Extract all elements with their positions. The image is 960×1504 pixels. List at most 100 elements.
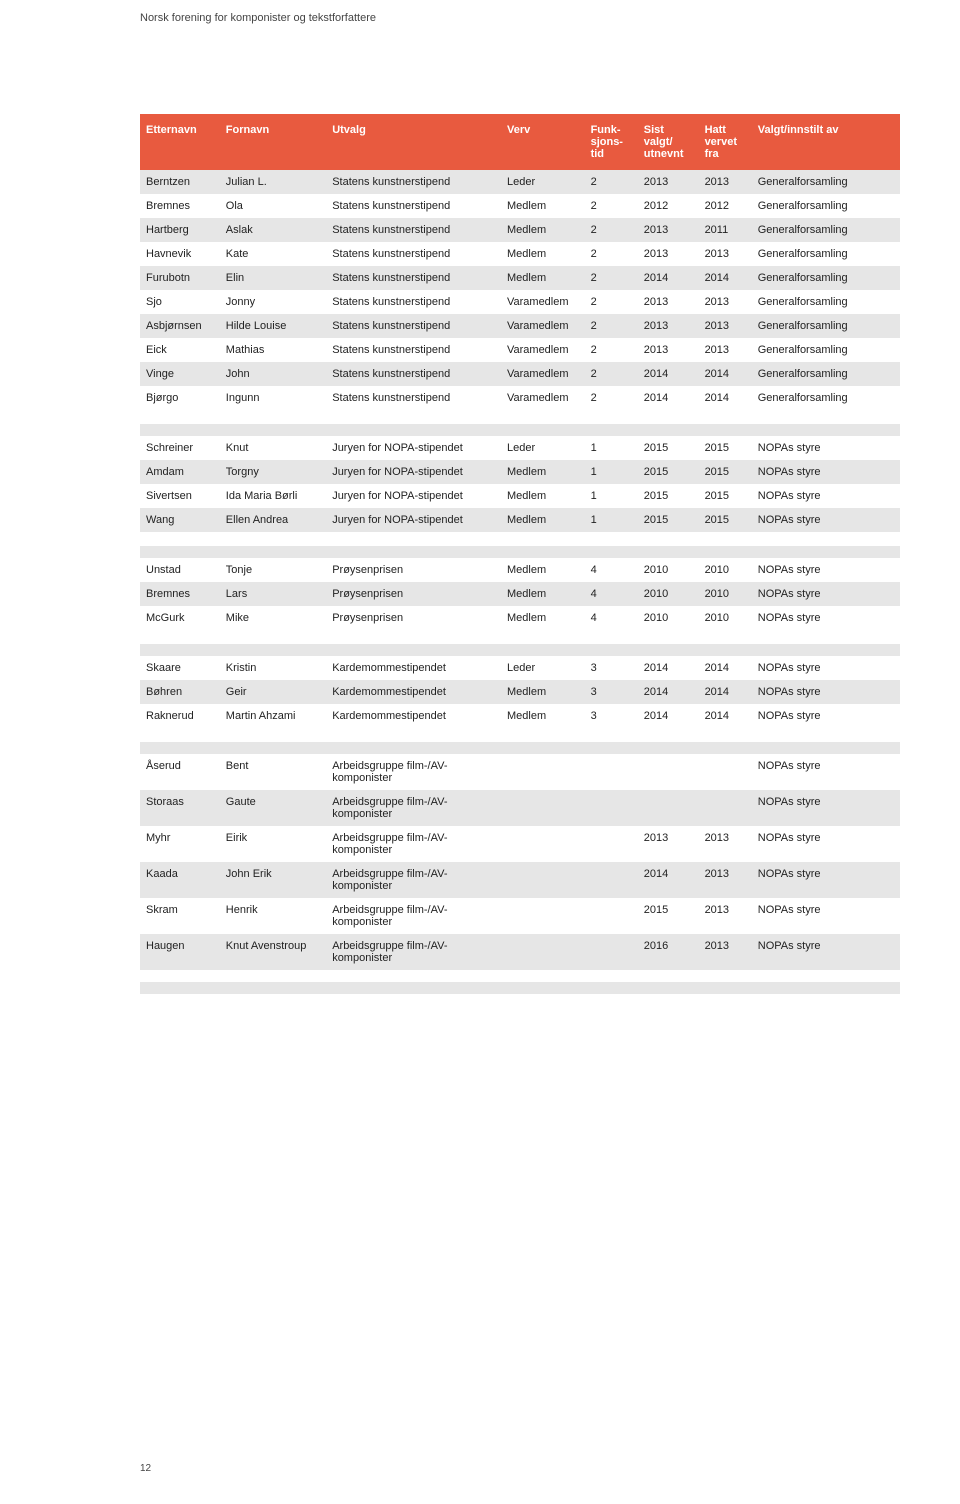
table-cell: 2015 <box>638 460 699 484</box>
table-cell: Medlem <box>501 582 585 606</box>
table-cell: Bjørgo <box>140 386 220 410</box>
table-cell: Arbeidsgruppe film-/AV-komponister <box>326 826 501 862</box>
table-cell: Arbeidsgruppe film-/AV-komponister <box>326 790 501 826</box>
table-cell: 4 <box>585 558 638 582</box>
table-cell: Medlem <box>501 680 585 704</box>
table-cell: Kaada <box>140 862 220 898</box>
table-cell: John <box>220 362 326 386</box>
table-cell: Generalforsamling <box>752 362 900 386</box>
table-cell: Kristin <box>220 656 326 680</box>
table-cell: Knut Avenstroup <box>220 934 326 970</box>
table-cell: Statens kunstnerstipend <box>326 386 501 410</box>
table-cell <box>585 754 638 790</box>
table-cell <box>752 742 900 754</box>
table-cell <box>501 644 585 656</box>
table-cell: Statens kunstnerstipend <box>326 362 501 386</box>
table-row: HartbergAslakStatens kunstnerstipendMedl… <box>140 218 900 242</box>
table-cell: 2016 <box>638 934 699 970</box>
table-cell: Prøysenprisen <box>326 558 501 582</box>
table-cell <box>585 826 638 862</box>
table-cell: Lars <box>220 582 326 606</box>
col-fornavn: Fornavn <box>220 114 326 170</box>
table-cell: Torgny <box>220 460 326 484</box>
table-cell: Mike <box>220 606 326 630</box>
table-cell <box>585 644 638 656</box>
table-cell <box>585 742 638 754</box>
table-cell <box>585 982 638 994</box>
table-cell: NOPAs styre <box>752 508 900 532</box>
table-cell: Eirik <box>220 826 326 862</box>
table-cell: 2015 <box>638 436 699 460</box>
table-row <box>140 532 900 546</box>
table-cell: 2013 <box>699 290 752 314</box>
table-cell: 2013 <box>638 314 699 338</box>
table-cell: 4 <box>585 606 638 630</box>
table-row <box>140 970 900 982</box>
table-row: SchreinerKnutJuryen for NOPA-stipendetLe… <box>140 436 900 460</box>
table-cell: 2015 <box>699 484 752 508</box>
table-row: WangEllen AndreaJuryen for NOPA-stipende… <box>140 508 900 532</box>
table-cell: 2015 <box>699 508 752 532</box>
col-utvalg: Utvalg <box>326 114 501 170</box>
table-cell: Åserud <box>140 754 220 790</box>
table-cell: 4 <box>585 582 638 606</box>
table-cell <box>326 644 501 656</box>
table-cell <box>585 898 638 934</box>
table-cell: Varamedlem <box>501 290 585 314</box>
table-cell: Varamedlem <box>501 338 585 362</box>
table-row <box>140 546 900 558</box>
table-cell: Ellen Andrea <box>220 508 326 532</box>
table-row <box>140 728 900 742</box>
table-cell: Knut <box>220 436 326 460</box>
table-cell: McGurk <box>140 606 220 630</box>
table-cell: 2014 <box>699 386 752 410</box>
table-row: HaugenKnut AvenstroupArbeidsgruppe film-… <box>140 934 900 970</box>
table-cell <box>638 546 699 558</box>
table-row <box>140 424 900 436</box>
table-cell <box>501 742 585 754</box>
table-cell: 2 <box>585 170 638 194</box>
table-cell: 2013 <box>699 170 752 194</box>
table-cell <box>501 424 585 436</box>
table-row: HavnevikKateStatens kunstnerstipendMedle… <box>140 242 900 266</box>
table-cell: 1 <box>585 460 638 484</box>
table-cell: Statens kunstnerstipend <box>326 218 501 242</box>
table-cell <box>220 644 326 656</box>
col-valgt-av: Valgt/innstilt av <box>752 114 900 170</box>
table-cell: 2013 <box>699 862 752 898</box>
col-sist-valgt: Sist valgt/ utnevnt <box>638 114 699 170</box>
table-cell: 2 <box>585 266 638 290</box>
table-cell: NOPAs styre <box>752 460 900 484</box>
table-cell: Medlem <box>501 266 585 290</box>
table-cell: Leder <box>501 656 585 680</box>
table-cell: Havnevik <box>140 242 220 266</box>
table-cell <box>326 546 501 558</box>
table-cell <box>220 546 326 558</box>
table-row: SkaareKristinKardemommestipendetLeder320… <box>140 656 900 680</box>
table-cell: Ida Maria Børli <box>220 484 326 508</box>
table-row: EickMathiasStatens kunstnerstipendVarame… <box>140 338 900 362</box>
table-cell: 2014 <box>699 266 752 290</box>
table-cell: Generalforsamling <box>752 314 900 338</box>
table-cell <box>752 546 900 558</box>
table-cell: 2014 <box>699 656 752 680</box>
table-cell: Leder <box>501 436 585 460</box>
table-cell <box>501 754 585 790</box>
table-cell <box>699 970 752 982</box>
table-cell: NOPAs styre <box>752 656 900 680</box>
table-cell <box>140 546 220 558</box>
table-cell: NOPAs styre <box>752 606 900 630</box>
table-cell: 2015 <box>638 484 699 508</box>
table-cell: NOPAs styre <box>752 754 900 790</box>
col-hatt-vervet: Hatt vervet fra <box>699 114 752 170</box>
table-cell: Arbeidsgruppe film-/AV-komponister <box>326 934 501 970</box>
table-cell: 2013 <box>699 338 752 362</box>
table-row: KaadaJohn ErikArbeidsgruppe film-/AV-kom… <box>140 862 900 898</box>
table-cell <box>501 970 585 982</box>
table-cell: Unstad <box>140 558 220 582</box>
table-cell <box>501 934 585 970</box>
table-cell: 2013 <box>699 898 752 934</box>
page-subtitle: Norsk forening for komponister og tekstf… <box>140 12 900 24</box>
table-cell <box>752 982 900 994</box>
table-cell: NOPAs styre <box>752 558 900 582</box>
